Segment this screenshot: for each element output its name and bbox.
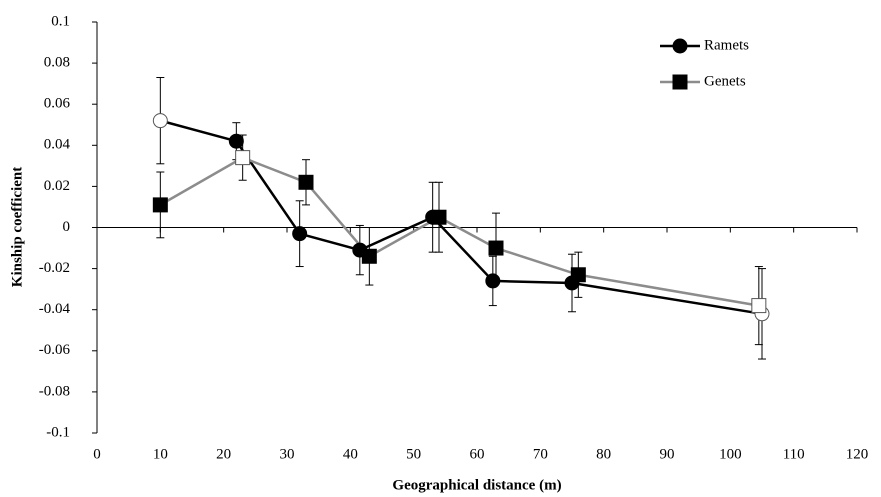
data-point <box>152 197 168 213</box>
x-tick-label: 0 <box>93 446 101 462</box>
data-point <box>485 273 501 289</box>
x-tick-label: 20 <box>216 446 231 462</box>
y-tick-label: 0.06 <box>44 96 71 112</box>
series-line <box>160 119 763 316</box>
x-tick-label: 80 <box>596 446 611 462</box>
x-tick-label: 40 <box>343 446 358 462</box>
data-point <box>228 133 244 149</box>
legend-marker <box>672 74 688 90</box>
series-line <box>159 156 760 307</box>
data-point <box>235 150 251 166</box>
data-point <box>361 248 377 264</box>
x-tick-label: 10 <box>153 446 168 462</box>
data-point <box>298 174 314 190</box>
data-point <box>292 226 308 242</box>
y-axis-title: Kinship coefficient <box>9 167 25 287</box>
data-point <box>570 267 586 283</box>
x-axis-title: Geographical distance (m) <box>392 477 561 493</box>
x-tick-label: 100 <box>719 446 742 462</box>
data-point <box>488 240 504 256</box>
y-tick-label: -0.04 <box>39 301 71 317</box>
data-point <box>152 113 168 129</box>
legend-label: Genets <box>704 73 746 89</box>
y-tick-label: 0.08 <box>44 55 70 71</box>
x-tick-label: 60 <box>470 446 485 462</box>
legend-marker <box>672 38 688 54</box>
x-tick-label: 110 <box>783 446 805 462</box>
y-tick-label: 0 <box>63 219 71 235</box>
x-tick-label: 120 <box>846 446 869 462</box>
x-tick-label: 70 <box>533 446 548 462</box>
x-tick-label: 90 <box>660 446 675 462</box>
y-tick-label: 0.1 <box>51 13 70 29</box>
y-tick-label: -0.08 <box>39 383 70 399</box>
x-tick-label: 30 <box>280 446 295 462</box>
y-tick-label: -0.02 <box>39 260 70 276</box>
y-tick-label: -0.1 <box>46 424 70 440</box>
y-tick-label: 0.04 <box>44 137 71 153</box>
y-tick-label: 0.02 <box>44 178 70 194</box>
data-point <box>431 209 447 225</box>
legend-label: Ramets <box>704 37 749 53</box>
data-point <box>751 298 767 314</box>
y-tick-label: -0.06 <box>39 342 71 358</box>
x-tick-label: 50 <box>406 446 421 462</box>
